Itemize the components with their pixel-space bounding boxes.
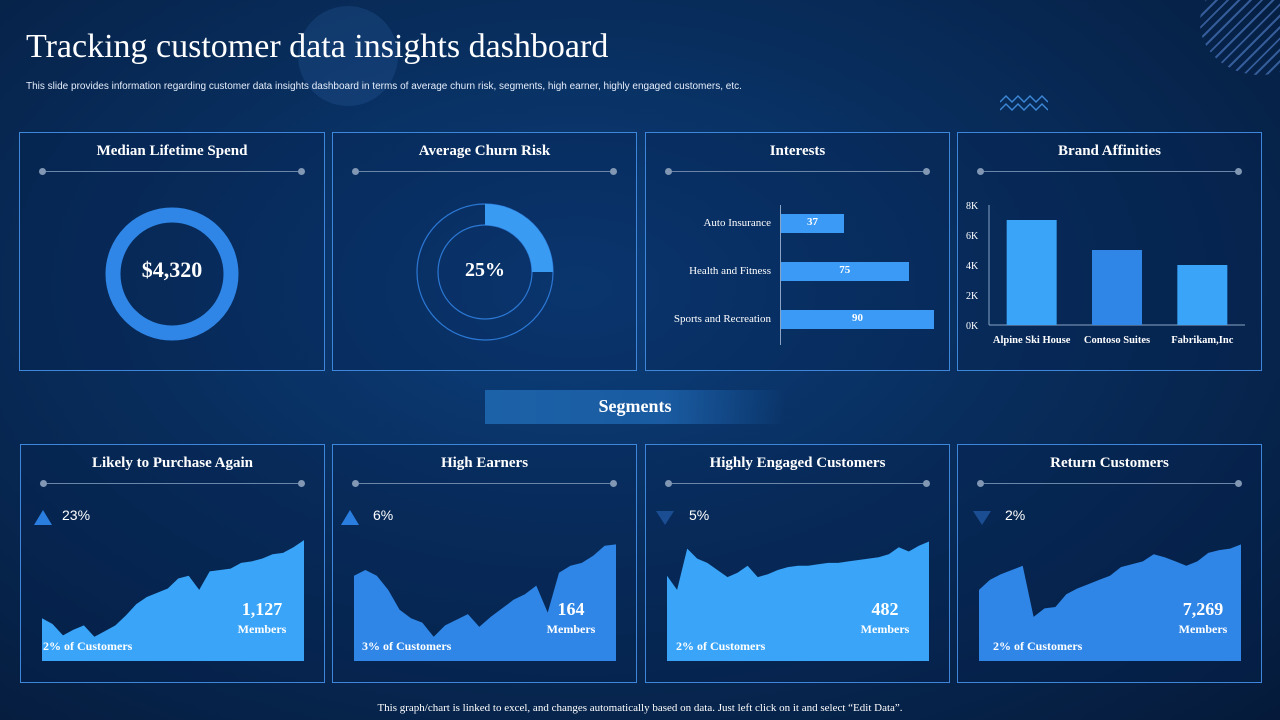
panel-divider [352, 168, 617, 175]
segment-area-series[interactable] [42, 540, 304, 661]
brand-category-label: Contoso Suites [1084, 335, 1150, 346]
lifetime-spend-ring[interactable] [102, 204, 242, 344]
brand-category-label: Alpine Ski House [993, 335, 1071, 346]
y-tick-label: 8K [966, 201, 979, 212]
panel-divider [352, 480, 617, 487]
churn-risk-ring[interactable] [415, 202, 555, 342]
interest-bar-value: 37 [806, 216, 818, 228]
segment-change-pct: 2% [1005, 507, 1026, 523]
panel-title: Brand Affinities [1058, 143, 1161, 159]
segment-member-count: 1,127 [241, 599, 283, 619]
segment-area-chart[interactable] [42, 533, 304, 661]
trend-down-icon [656, 511, 674, 525]
segments-heading: Segments [598, 396, 672, 416]
panel-title: Highly Engaged Customers [709, 455, 886, 471]
panel-divider [977, 480, 1242, 487]
interest-bar[interactable]: 37 [781, 214, 844, 233]
lifetime-spend-value: $4,320 [141, 257, 203, 282]
lifetime-spend-panel[interactable]: Median Lifetime Spend $4,320 [19, 132, 325, 371]
segment-customer-share: 2% of Customers [993, 639, 1083, 653]
segment-card-return-customers[interactable]: Return Customers 2% 7,269 Members 2% of … [957, 444, 1262, 683]
segment-card-high-earners[interactable]: High Earners 6% 164 Members 3% of Custom… [332, 444, 637, 683]
segment-member-label: Members [860, 622, 910, 636]
y-tick-label: 4K [966, 261, 979, 272]
y-tick-label: 0K [966, 321, 979, 332]
interest-category-label: Sports and Recreation [673, 313, 771, 325]
page-subtitle: This slide provides information regardin… [26, 81, 742, 92]
segment-member-label: Members [1178, 622, 1228, 636]
panel-divider [40, 480, 305, 487]
interest-bar[interactable]: 90 [781, 310, 934, 329]
segment-card-likely-to-purchase[interactable]: Likely to Purchase Again 23% 1,127 Membe… [20, 444, 325, 683]
panel-title: Likely to Purchase Again [92, 455, 253, 471]
decorative-stripes [1200, 0, 1280, 75]
panel-title: Median Lifetime Spend [96, 143, 248, 159]
brand-category-label: Fabrikam,Inc [1171, 335, 1233, 346]
y-tick-label: 2K [966, 291, 979, 302]
segment-customer-share: 3% of Customers [362, 639, 452, 653]
brand-bar[interactable] [1092, 250, 1142, 325]
panel-title: High Earners [440, 455, 529, 471]
churn-risk-value: 25% [465, 259, 505, 281]
y-tick-label: 6K [966, 231, 979, 242]
churn-risk-panel[interactable]: Average Churn Risk 25% [332, 132, 637, 371]
interest-category-label: Health and Fitness [689, 265, 771, 277]
segment-change-pct: 5% [689, 507, 710, 523]
panel-divider [665, 168, 930, 175]
interest-bar[interactable]: 75 [781, 262, 909, 281]
interest-bar-value: 75 [839, 264, 851, 276]
segment-area-series[interactable] [667, 541, 929, 662]
interest-category-label: Auto Insurance [703, 217, 771, 229]
panel-divider [977, 168, 1242, 175]
segment-customer-share: 2% of Customers [43, 639, 133, 653]
churn-risk-arc[interactable] [485, 204, 553, 272]
panel-title: Interests [769, 143, 826, 159]
interests-axis [780, 205, 781, 345]
segments-banner: Segments [485, 390, 785, 424]
panel-title: Return Customers [1050, 455, 1169, 471]
segment-member-count: 7,269 [1182, 599, 1224, 619]
segment-customer-share: 2% of Customers [676, 639, 766, 653]
brand-bar[interactable] [1006, 220, 1057, 325]
segment-change-pct: 23% [62, 507, 91, 523]
decorative-circle [298, 6, 398, 106]
panel-divider [665, 480, 930, 487]
segment-area-series[interactable] [979, 544, 1241, 661]
interest-bar-value: 90 [852, 312, 863, 324]
page-title: Tracking customer data insights dashboar… [26, 28, 609, 65]
segment-member-label: Members [546, 622, 596, 636]
brand-bar[interactable] [1177, 265, 1228, 325]
panel-title: Average Churn Risk [418, 143, 551, 159]
segment-member-count: 482 [871, 599, 899, 619]
trend-up-icon [34, 510, 52, 525]
segment-member-label: Members [237, 622, 287, 636]
panel-divider [39, 168, 305, 175]
zigzag-decoration-icon [1000, 94, 1048, 112]
footer-note: This graph/chart is linked to excel, and… [377, 702, 903, 714]
segment-area-chart[interactable] [667, 533, 929, 661]
brand-affinities-chart[interactable]: 0K 2K 4K 6K 8K Alpine Ski House Contoso Suites… [958, 193, 1263, 353]
segment-area-series[interactable] [354, 544, 616, 661]
interests-panel[interactable]: Interests Auto Insurance 37 Health and Fit… [645, 132, 950, 371]
trend-up-icon [341, 510, 359, 525]
segment-member-count: 164 [557, 599, 585, 619]
segment-card-highly-engaged[interactable]: Highly Engaged Customers 5% 482 Members … [645, 444, 950, 683]
segment-area-chart[interactable] [354, 533, 616, 661]
trend-down-icon [973, 511, 991, 525]
segment-area-chart[interactable] [979, 533, 1241, 661]
brand-affinities-panel[interactable]: Brand Affinities 0K 2K 4K 6K 8K Alpine Ski Ho… [957, 132, 1262, 371]
segment-change-pct: 6% [373, 507, 394, 523]
